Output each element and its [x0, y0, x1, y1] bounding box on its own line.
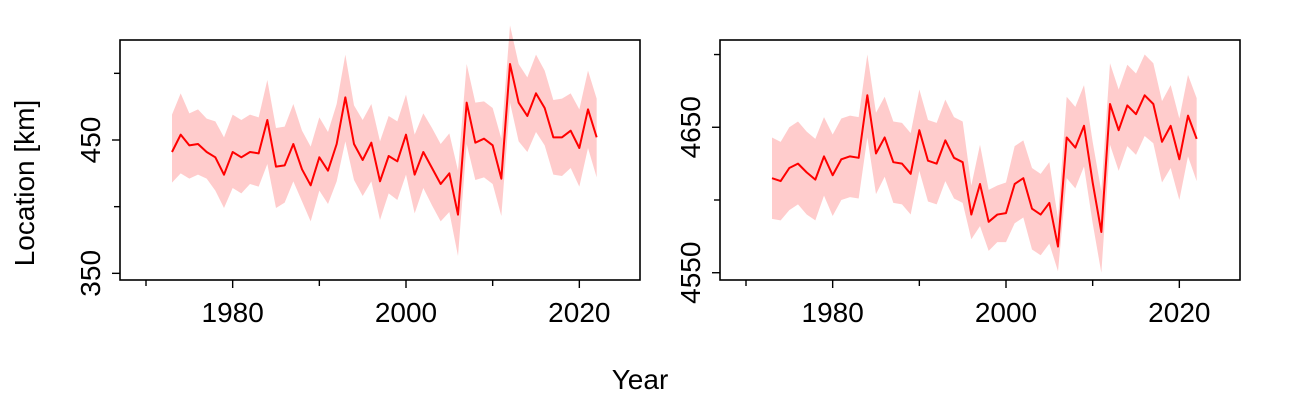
confidence-band — [172, 25, 597, 256]
x-tick-label: 2020 — [548, 297, 610, 328]
plot-frame — [119, 39, 641, 281]
x-tick-label: 1980 — [802, 297, 864, 328]
x-tick-label: 2020 — [1148, 297, 1210, 328]
y-tick-label: 350 — [75, 250, 106, 297]
right-panel: 1980 2000 2020 4550 4650 — [675, 39, 1241, 328]
left-panel: 1980 2000 2020 350 450 — [75, 25, 641, 328]
plot-frame — [719, 39, 1241, 281]
series-line — [771, 94, 1198, 248]
series-line — [171, 63, 598, 216]
y-axis-label: Location [km] — [9, 100, 40, 267]
x-tick-label: 1980 — [202, 297, 264, 328]
x-tick-label: 2000 — [375, 297, 437, 328]
x-tick-label: 2000 — [975, 297, 1037, 328]
y-tick-label: 450 — [75, 117, 106, 164]
y-tick-label: 4650 — [675, 96, 706, 158]
y-tick-label: 4550 — [675, 242, 706, 304]
confidence-band — [772, 54, 1197, 273]
x-axis-label: Year — [612, 364, 669, 395]
